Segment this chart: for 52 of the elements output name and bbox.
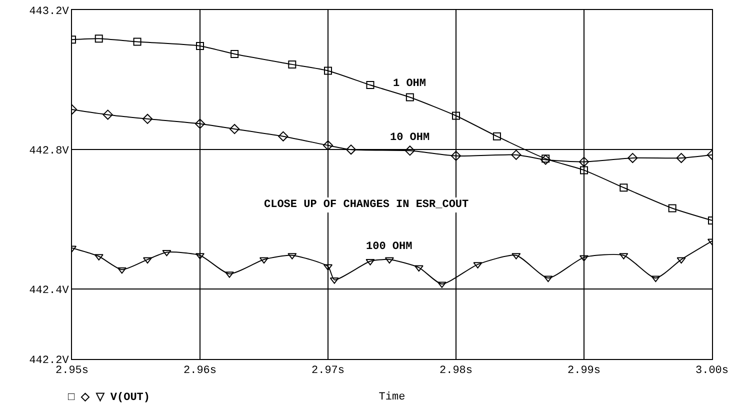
point (450, 150, 462, 161)
point (133, 38, 142, 46)
point (384, 257, 394, 264)
point (117, 267, 126, 274)
point (628, 152, 638, 164)
x-tick-label: 2.98s (439, 365, 473, 378)
point (323, 264, 333, 271)
point (230, 124, 240, 134)
point (511, 150, 522, 160)
point (259, 257, 269, 264)
point (404, 146, 415, 156)
point (162, 250, 172, 256)
point (492, 132, 501, 140)
point (142, 114, 153, 124)
point (620, 184, 628, 192)
point (452, 112, 460, 120)
point (346, 144, 356, 155)
point (676, 257, 686, 264)
point (580, 166, 588, 174)
point (668, 204, 676, 212)
point (544, 276, 553, 282)
annotation: CLOSE UP OF CHANGES IN ESR_COUT (264, 199, 470, 211)
y-tick-label: 442.8V (29, 145, 70, 158)
point (196, 42, 204, 50)
x-tick-label: 3.00s (695, 365, 729, 378)
x-tick-label: 2.96s (183, 365, 217, 378)
point (194, 118, 206, 129)
point (142, 257, 152, 264)
point (288, 60, 296, 68)
x-axis-title: Time (378, 391, 406, 404)
y-tick-label: 442.2V (29, 354, 70, 367)
point (322, 140, 334, 150)
y-tick-label: 442.4V (29, 285, 70, 298)
point (324, 66, 332, 75)
point (366, 81, 374, 90)
point (94, 34, 103, 43)
point (651, 276, 660, 282)
x-tick-label: 2.97s (311, 365, 345, 378)
series-label: 10 OHM (390, 132, 430, 144)
point (578, 156, 590, 167)
series-label: 1 OHM (393, 78, 426, 90)
series-label: 100 OHM (366, 241, 413, 253)
x-tick-label: 2.99s (567, 365, 601, 378)
x-tick-label: 2.95s (55, 365, 89, 378)
point (414, 265, 424, 272)
point (278, 131, 288, 142)
y-tick-label: 443.2V (29, 6, 70, 18)
point (102, 110, 113, 120)
text: □ ◇ ▽ V(OUT) (68, 392, 150, 404)
point (230, 50, 239, 58)
point (676, 152, 686, 164)
point (406, 93, 414, 102)
